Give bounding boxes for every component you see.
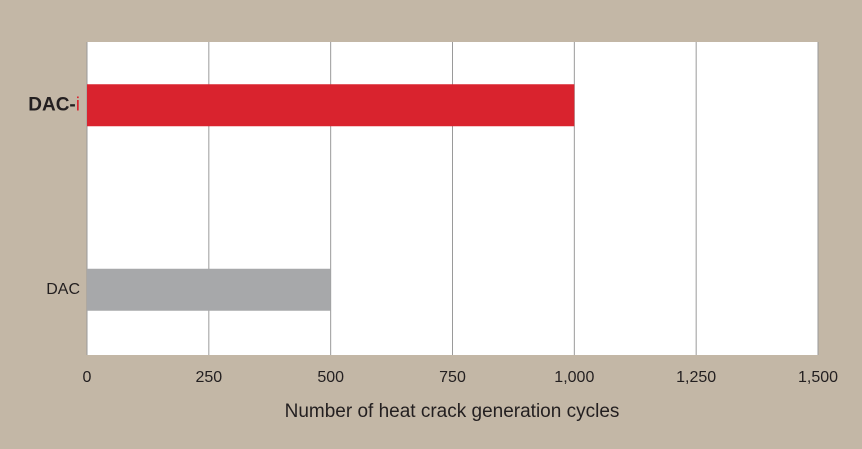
x-tick-label: 1,000 [554, 369, 594, 386]
x-axis-title: Number of heat crack generation cycles [285, 401, 620, 422]
bar [87, 268, 331, 311]
x-tick-label: 1,250 [676, 369, 716, 386]
x-tick-label: 250 [195, 369, 222, 386]
x-tick-label: 0 [83, 369, 92, 386]
y-tick-label: DAC [46, 281, 80, 298]
y-tick-label: DAC-i [28, 94, 80, 115]
bar [87, 84, 575, 127]
x-tick-label: 750 [439, 369, 466, 386]
x-tick-label: 1,500 [798, 369, 838, 386]
x-tick-label: 500 [317, 369, 344, 386]
